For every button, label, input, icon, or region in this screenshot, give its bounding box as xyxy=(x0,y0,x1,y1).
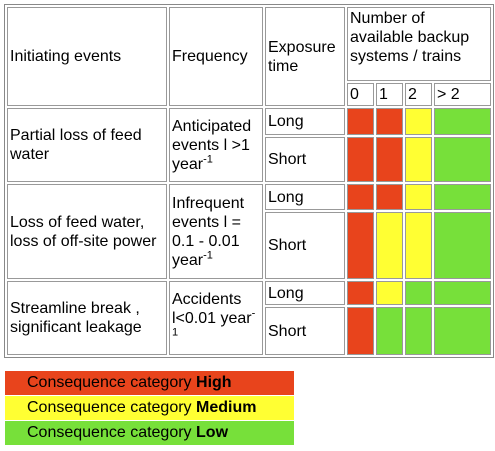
exposure-row: Short xyxy=(7,212,492,279)
exposure-time: Long xyxy=(265,108,345,135)
consequence-cell xyxy=(347,184,374,210)
consequence-cell xyxy=(347,137,374,182)
event-cell: Streamline break , significant leakage xyxy=(7,281,167,355)
legend-item: Consequence category High xyxy=(5,371,294,395)
consequence-cell xyxy=(347,281,374,305)
exposure-row: Partial loss of feed water Anticipated ev… xyxy=(7,108,492,182)
consequence-cell xyxy=(405,281,432,305)
consequence-cell xyxy=(434,137,492,182)
consequence-cell xyxy=(434,307,492,355)
consequence-cell xyxy=(405,307,432,355)
legend-text: Consequence category xyxy=(27,374,192,391)
subheader-row: 0 1 2 > 2 xyxy=(7,83,492,106)
frequency-rate: l<0.01 year xyxy=(172,309,252,327)
legend-text: Consequence category xyxy=(27,424,192,441)
legend-level: Medium xyxy=(196,399,257,416)
consequence-cell xyxy=(405,212,432,279)
consequence-cell xyxy=(347,108,374,135)
frequency-exponent: -1 xyxy=(172,307,256,339)
legend-text: Consequence category xyxy=(27,399,192,416)
legend-level: High xyxy=(196,374,232,391)
header-cell: Exposure time xyxy=(265,7,345,106)
exposure-row: Streamline break , significant leakage Ac… xyxy=(7,281,492,355)
risk-table: Initiating events Frequency Exposure time N… xyxy=(4,4,495,358)
exposure-time: Short xyxy=(265,137,345,182)
header-cell: Number of available backup systems / tra… xyxy=(347,7,492,81)
frequency-text: Accidents xyxy=(172,290,242,308)
header-row: Initiating events Frequency Exposure time N… xyxy=(7,7,492,106)
consequence-cell xyxy=(405,184,432,210)
exposure-row: Short xyxy=(7,307,492,355)
table-body: Initiating events Frequency Exposure time N… xyxy=(7,7,492,355)
consequence-cell xyxy=(405,108,432,135)
backup-count: 1 xyxy=(376,83,403,106)
consequence-cell xyxy=(376,108,403,135)
frequency-text: Anticipated events xyxy=(172,117,252,154)
frequency-cell: Accidents l<0.01 year-1 xyxy=(169,281,263,355)
backup-count: 0 xyxy=(347,83,374,106)
consequence-cell xyxy=(376,307,403,355)
exposure-row: Loss of feed water, loss of off-site pow… xyxy=(7,184,492,279)
exposure-row: Short xyxy=(7,137,492,182)
exposure-time: Short xyxy=(265,212,345,279)
frequency-cell: Anticipated events l >1 year-1 xyxy=(169,108,263,182)
backup-count: > 2 xyxy=(434,83,492,106)
consequence-cell xyxy=(434,108,492,135)
consequence-cell xyxy=(376,184,403,210)
consequence-cell xyxy=(434,212,492,279)
legend-item: Consequence category Low xyxy=(5,421,294,445)
exposure-time: Long xyxy=(265,184,345,210)
backup-count: 2 xyxy=(405,83,432,106)
event-cell: Loss of feed water, loss of off-site pow… xyxy=(7,184,167,279)
legend-item: Consequence category Medium xyxy=(5,396,294,420)
frequency-rate: l = 0.1 - 0.01 year xyxy=(172,213,241,269)
event-cell: Partial loss of feed water xyxy=(7,108,167,182)
header-cell: Initiating events xyxy=(7,7,167,106)
consequence-cell xyxy=(347,212,374,279)
consequence-cell xyxy=(376,281,403,305)
frequency-exponent: -1 xyxy=(203,153,213,166)
frequency-exponent: -1 xyxy=(203,249,213,262)
exposure-time: Long xyxy=(265,281,345,305)
consequence-cell xyxy=(376,137,403,182)
consequence-cell xyxy=(347,307,374,355)
frequency-rate: l >1 year xyxy=(172,136,250,173)
frequency-text: Infrequent events xyxy=(172,194,245,231)
consequence-cell xyxy=(434,281,492,305)
consequence-cell xyxy=(376,212,403,279)
consequence-cell xyxy=(434,184,492,210)
legend-level: Low xyxy=(196,424,229,441)
exposure-time: Short xyxy=(265,307,345,355)
consequence-cell xyxy=(405,137,432,182)
frequency-cell: Infrequent events l = 0.1 - 0.01 year-1 xyxy=(169,184,263,279)
header-cell: Frequency xyxy=(169,7,263,106)
